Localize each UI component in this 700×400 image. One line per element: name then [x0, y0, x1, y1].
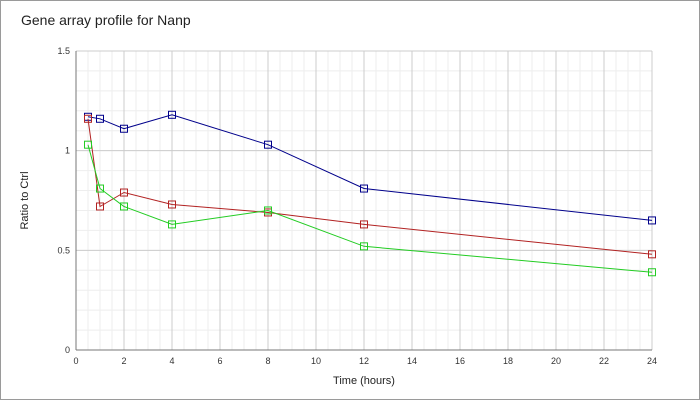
grid [75, 50, 653, 351]
series-2 [84, 114, 656, 259]
y-tick-label: 0 [65, 345, 70, 355]
x-tick-label: 8 [265, 356, 270, 366]
data-point [264, 140, 272, 149]
x-tick-label: 10 [311, 356, 321, 366]
data-point [360, 184, 368, 193]
series-line [87, 114, 653, 221]
y-tick-label: 0.5 [57, 245, 70, 255]
data-point [84, 140, 92, 149]
data-point [120, 188, 128, 197]
x-tick-label: 24 [647, 356, 657, 366]
data-point [264, 206, 272, 215]
series-line [87, 144, 653, 273]
x-axis-label: Time (hours) [333, 375, 395, 387]
series-line [87, 118, 653, 255]
series-1 [84, 110, 656, 225]
series-3 [84, 140, 656, 277]
data-point [84, 114, 92, 123]
data-point [120, 124, 128, 133]
data-point [648, 250, 656, 259]
data-point [96, 114, 104, 123]
data-point [168, 200, 176, 209]
series-layer [84, 110, 656, 277]
data-point [168, 220, 176, 229]
x-tick-label: 20 [551, 356, 561, 366]
data-point [648, 216, 656, 225]
data-point [360, 220, 368, 229]
x-tick-label: 16 [455, 356, 465, 366]
chart-title: Gene array profile for Nanp [21, 12, 191, 28]
x-tick-label: 12 [359, 356, 369, 366]
y-tick-label: 1 [65, 146, 70, 156]
x-tick-label: 14 [407, 356, 417, 366]
data-point [360, 242, 368, 251]
data-point [96, 202, 104, 211]
data-point [648, 268, 656, 277]
x-tick-label: 4 [169, 356, 174, 366]
data-point [96, 184, 104, 193]
data-point [120, 202, 128, 211]
x-tick-label: 6 [217, 356, 222, 366]
x-tick-label: 22 [599, 356, 609, 366]
y-axis-label: Ratio to Ctrl [19, 171, 31, 229]
x-tick-label: 18 [503, 356, 513, 366]
x-tick-label: 0 [73, 356, 78, 366]
y-tick-label: 1.5 [57, 46, 70, 56]
x-tick-label: 2 [121, 356, 126, 366]
data-point [168, 110, 176, 119]
